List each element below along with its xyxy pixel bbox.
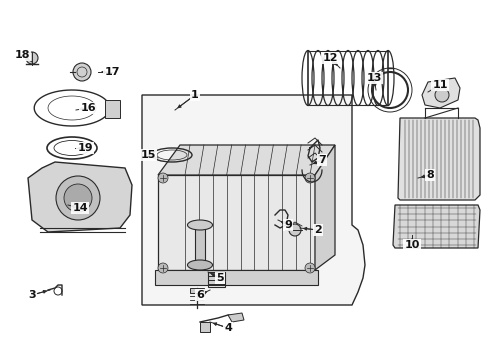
Circle shape: [158, 173, 168, 183]
Text: 18: 18: [14, 50, 30, 60]
Text: 1: 1: [191, 90, 199, 100]
Polygon shape: [393, 205, 480, 248]
Text: 6: 6: [196, 290, 204, 300]
Text: 7: 7: [318, 155, 326, 165]
Circle shape: [305, 173, 315, 183]
Text: 5: 5: [216, 273, 224, 283]
Text: 9: 9: [284, 220, 292, 230]
Text: 16: 16: [80, 103, 96, 113]
Text: 13: 13: [367, 73, 382, 83]
Text: 14: 14: [72, 203, 88, 213]
Ellipse shape: [188, 220, 213, 230]
Text: 10: 10: [404, 240, 420, 250]
Circle shape: [56, 176, 100, 220]
Circle shape: [73, 63, 91, 81]
Polygon shape: [155, 270, 318, 285]
Text: 8: 8: [426, 170, 434, 180]
Text: 3: 3: [28, 290, 36, 300]
Text: 12: 12: [322, 53, 338, 63]
Bar: [208, 272, 225, 287]
Ellipse shape: [188, 260, 213, 270]
Circle shape: [289, 224, 301, 236]
Polygon shape: [142, 95, 365, 305]
Text: 15: 15: [140, 150, 156, 160]
Bar: [190, 288, 204, 293]
Circle shape: [435, 88, 449, 102]
Text: 4: 4: [224, 323, 232, 333]
Circle shape: [26, 52, 38, 64]
Text: 11: 11: [432, 80, 448, 90]
Text: 19: 19: [77, 143, 93, 153]
Polygon shape: [158, 175, 315, 270]
Polygon shape: [158, 145, 335, 175]
Polygon shape: [195, 225, 205, 265]
Polygon shape: [105, 100, 120, 118]
Polygon shape: [398, 118, 480, 200]
Circle shape: [158, 263, 168, 273]
Polygon shape: [315, 145, 335, 270]
Text: 17: 17: [104, 67, 120, 77]
Polygon shape: [200, 322, 210, 332]
Polygon shape: [422, 78, 460, 108]
Polygon shape: [28, 162, 132, 232]
Circle shape: [64, 184, 92, 212]
Polygon shape: [228, 313, 244, 322]
Circle shape: [305, 263, 315, 273]
Text: 2: 2: [314, 225, 322, 235]
